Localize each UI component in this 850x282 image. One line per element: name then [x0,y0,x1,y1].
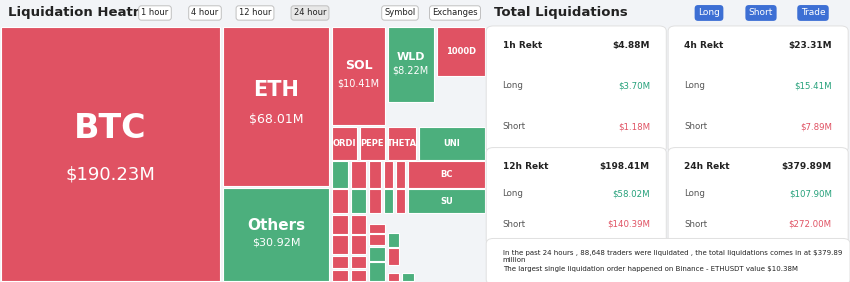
Text: $68.01M: $68.01M [249,113,303,126]
Text: BC: BC [440,170,452,179]
FancyBboxPatch shape [383,161,393,188]
FancyBboxPatch shape [486,26,666,153]
FancyBboxPatch shape [408,161,484,188]
FancyBboxPatch shape [360,127,384,160]
FancyBboxPatch shape [332,127,357,160]
Text: $4.88M: $4.88M [612,41,650,50]
FancyBboxPatch shape [402,272,414,281]
Text: 12h Rekt: 12h Rekt [502,162,548,171]
Text: SU: SU [440,197,453,206]
FancyBboxPatch shape [332,189,348,213]
Text: $58.02M: $58.02M [612,189,650,198]
Text: WLD: WLD [397,52,425,62]
Text: THETA: THETA [387,138,416,147]
FancyBboxPatch shape [369,262,384,281]
Text: 4h Rekt: 4h Rekt [684,41,724,50]
FancyBboxPatch shape [388,248,400,265]
FancyBboxPatch shape [437,27,484,76]
FancyBboxPatch shape [369,224,384,233]
Text: Long: Long [502,81,524,90]
Text: Short: Short [502,220,525,229]
Text: Total Liquidations: Total Liquidations [494,6,628,19]
FancyBboxPatch shape [2,27,220,281]
Text: Short: Short [502,122,525,131]
FancyBboxPatch shape [350,235,366,254]
Text: 1000D: 1000D [445,47,476,56]
Text: Short: Short [684,122,707,131]
Text: ORDI: ORDI [332,138,356,147]
Text: BTC: BTC [74,112,147,145]
FancyBboxPatch shape [419,127,484,160]
Text: Short: Short [749,8,774,17]
Text: Long: Long [684,81,705,90]
Text: $30.92M: $30.92M [252,237,300,247]
FancyBboxPatch shape [369,161,381,188]
Text: Others: Others [246,218,305,233]
Text: 1h Rekt: 1h Rekt [502,41,541,50]
Text: $140.39M: $140.39M [607,220,650,229]
Text: 12 hour: 12 hour [239,8,271,17]
FancyBboxPatch shape [332,235,348,254]
FancyBboxPatch shape [223,27,329,186]
Text: $107.90M: $107.90M [789,189,832,198]
Text: $1.18M: $1.18M [618,122,650,131]
FancyBboxPatch shape [350,256,366,268]
FancyBboxPatch shape [396,161,405,188]
FancyBboxPatch shape [388,27,434,102]
FancyBboxPatch shape [350,189,366,213]
Text: Long: Long [698,8,720,17]
Text: Long: Long [502,189,524,198]
FancyBboxPatch shape [486,147,666,245]
FancyBboxPatch shape [668,147,848,245]
Text: Symbol: Symbol [384,8,416,17]
FancyBboxPatch shape [369,189,381,213]
Text: 1 hour: 1 hour [141,8,168,17]
FancyBboxPatch shape [332,215,348,234]
FancyBboxPatch shape [396,189,405,213]
Text: $3.70M: $3.70M [618,81,650,90]
Text: Short: Short [684,220,707,229]
Text: In the past 24 hours , 88,648 traders were liquidated , the total liquidations c: In the past 24 hours , 88,648 traders we… [502,250,842,263]
FancyBboxPatch shape [332,256,348,268]
FancyBboxPatch shape [332,270,348,281]
Text: $23.31M: $23.31M [788,41,832,50]
Text: SOL: SOL [345,60,372,72]
FancyBboxPatch shape [223,188,329,281]
Text: Liquidation Heatmap: Liquidation Heatmap [8,6,165,19]
FancyBboxPatch shape [383,189,393,213]
FancyBboxPatch shape [369,234,384,245]
FancyBboxPatch shape [350,270,366,281]
Text: Long: Long [684,189,705,198]
FancyBboxPatch shape [388,127,416,160]
Text: $8.22M: $8.22M [393,65,429,76]
Text: $15.41M: $15.41M [794,81,832,90]
Text: $10.41M: $10.41M [337,79,380,89]
FancyBboxPatch shape [369,247,384,261]
Text: PEPE: PEPE [360,138,384,147]
Text: 24h Rekt: 24h Rekt [684,162,730,171]
FancyBboxPatch shape [388,272,400,281]
Text: The largest single liquidation order happened on Binance - ETHUSDT value $10.38M: The largest single liquidation order hap… [502,266,797,272]
FancyBboxPatch shape [486,239,850,282]
FancyBboxPatch shape [668,26,848,153]
FancyBboxPatch shape [350,215,366,234]
Text: Exchanges: Exchanges [432,8,478,17]
Text: UNI: UNI [444,138,461,147]
Text: $190.23M: $190.23M [65,166,156,184]
Text: 24 hour: 24 hour [294,8,326,17]
FancyBboxPatch shape [332,161,348,188]
Text: ETH: ETH [253,80,299,100]
FancyBboxPatch shape [388,233,400,247]
Text: $272.00M: $272.00M [789,220,832,229]
Text: 4 hour: 4 hour [191,8,218,17]
Text: $7.89M: $7.89M [800,122,832,131]
FancyBboxPatch shape [408,189,484,213]
FancyBboxPatch shape [332,27,385,125]
Text: Trade: Trade [801,8,825,17]
FancyBboxPatch shape [350,161,366,188]
Text: $198.41M: $198.41M [600,162,650,171]
Text: $379.89M: $379.89M [781,162,832,171]
